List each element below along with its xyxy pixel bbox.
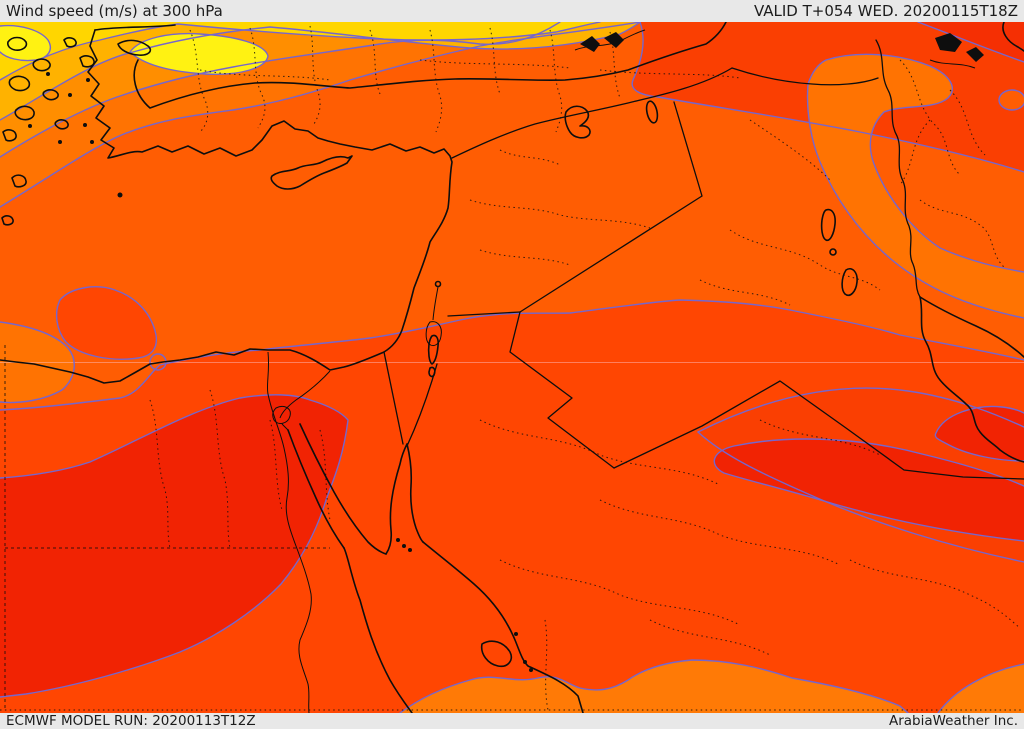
map-title: Wind speed (m/s) at 300 hPa xyxy=(6,2,223,20)
cyprus-coast xyxy=(270,155,353,190)
west-bank-outline xyxy=(425,321,442,347)
israel-egypt-border xyxy=(383,351,404,445)
syria-jordan-border xyxy=(447,311,521,317)
marmara-coast xyxy=(94,24,176,56)
iran-border-meander xyxy=(875,39,921,298)
jordan-river xyxy=(432,286,439,321)
turkey-iraq-border xyxy=(731,67,879,86)
gulf-of-aqaba-coast xyxy=(385,443,424,555)
fill-nw-band4 xyxy=(0,22,600,80)
title-bar: Wind speed (m/s) at 300 hPa VALID T+054 … xyxy=(0,0,1024,22)
israel-jordan-araba-border xyxy=(406,363,438,447)
valid-time-label: VALID T+054 WED. 20200115T18Z xyxy=(753,2,1018,20)
saudi-red-sea-coast xyxy=(422,541,584,713)
suez-canal xyxy=(272,370,331,431)
iraq-saudi-kuwait-border xyxy=(613,380,1024,480)
model-run-label: ECMWF MODEL RUN: 20200113T12Z xyxy=(6,713,256,729)
lake-van xyxy=(564,105,591,139)
fill-ne-eye xyxy=(999,90,1024,110)
fill-bottom-light-strip xyxy=(400,660,908,713)
lake-habbaniyah xyxy=(829,248,837,256)
wind-speed-map xyxy=(0,22,1024,713)
fill-egypt-jet-streak xyxy=(0,394,348,697)
status-bar: ECMWF MODEL RUN: 20200113T12Z ArabiaWeat… xyxy=(0,713,1024,729)
anatolia-levant-egypt-coast xyxy=(0,29,453,384)
black-sea-coast xyxy=(133,22,727,109)
farasan-islands xyxy=(480,640,513,668)
egypt-red-sea-coast xyxy=(343,547,413,713)
sea-of-galilee xyxy=(434,280,442,288)
caucasus-knots xyxy=(935,33,984,62)
top-center-squiggle xyxy=(574,29,646,51)
credit-label: ArabiaWeather Inc. xyxy=(888,713,1018,729)
syria-iraq-border xyxy=(519,101,703,313)
jordan-saudi-zigzag-border xyxy=(509,311,615,469)
fill-yellow-core-west xyxy=(0,25,51,61)
gulf-of-suez-coast xyxy=(287,423,387,555)
coastline-border-layer xyxy=(0,22,1024,713)
fill-egypt-sea-patch xyxy=(56,286,157,360)
country-dashed-borders xyxy=(4,345,330,710)
admin-boundary-layer xyxy=(0,25,1024,711)
fill-bottom-right-corner xyxy=(938,664,1024,713)
wind-speed-fill-layer xyxy=(0,22,1024,713)
persian-gulf-coast xyxy=(919,296,1024,463)
fill-saudi-jet-streak xyxy=(714,439,1024,541)
fill-iraq-corridor xyxy=(807,54,1024,319)
caspian-corner xyxy=(1002,22,1024,52)
turkey-syria-border xyxy=(451,67,733,159)
nile-river xyxy=(266,351,312,713)
fill-gulf-jet-blob xyxy=(935,406,1024,461)
iraq-lakes xyxy=(820,208,858,297)
lake-urmia xyxy=(645,100,659,124)
aegean-islands xyxy=(1,36,123,226)
caucasus-border-squiggle xyxy=(929,59,976,69)
top-center-knots xyxy=(580,32,624,52)
